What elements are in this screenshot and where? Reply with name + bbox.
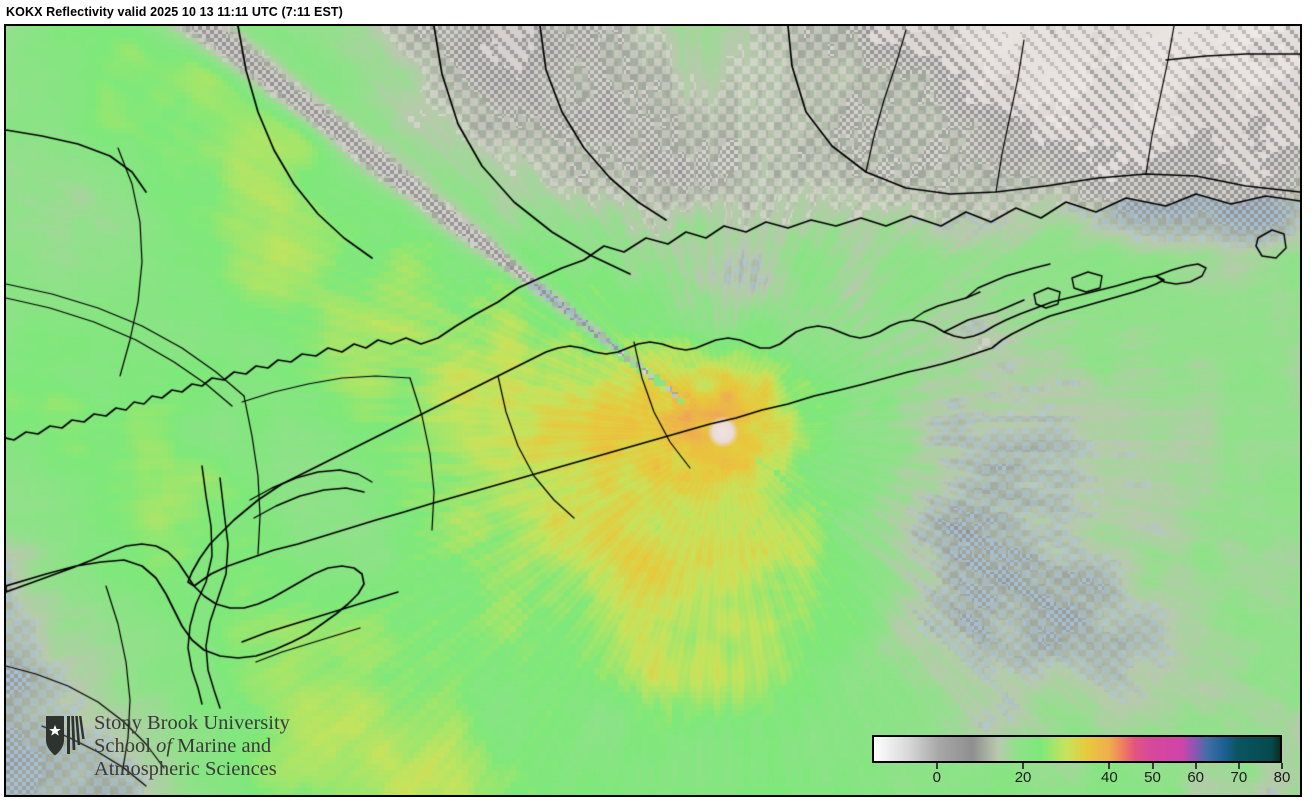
radar-reflectivity-canvas[interactable] (6, 26, 1300, 795)
colorbar-tick-label: 80 (1273, 769, 1291, 786)
colorbar: 0 20 40 50 60 70 80 (869, 735, 1290, 797)
colorbar-ticks: 0 20 40 50 60 70 80 (869, 763, 1290, 795)
colorbar-tickmark (1151, 763, 1154, 769)
colorbar-tickmark (1237, 763, 1240, 769)
colorbar-tick-label: 70 (1230, 769, 1248, 786)
colorbar-tick-label: 40 (1101, 769, 1118, 786)
page-title: KOKX Reflectivity valid 2025 10 13 11:11… (6, 5, 343, 19)
colorbar-tickmark (935, 763, 938, 769)
colorbar-bar (872, 735, 1282, 763)
colorbar-gradient (874, 737, 1280, 761)
radar-map[interactable] (4, 24, 1302, 797)
colorbar-tickmark (1281, 763, 1283, 769)
colorbar-tick-label: 50 (1144, 769, 1161, 786)
colorbar-tickmark (1022, 763, 1025, 769)
colorbar-tickmark (1108, 763, 1111, 769)
colorbar-tick-label: 20 (1014, 769, 1032, 786)
colorbar-tick-label: 60 (1187, 769, 1205, 786)
colorbar-tickmark (1194, 763, 1197, 769)
colorbar-tick-label: 0 (932, 769, 941, 786)
